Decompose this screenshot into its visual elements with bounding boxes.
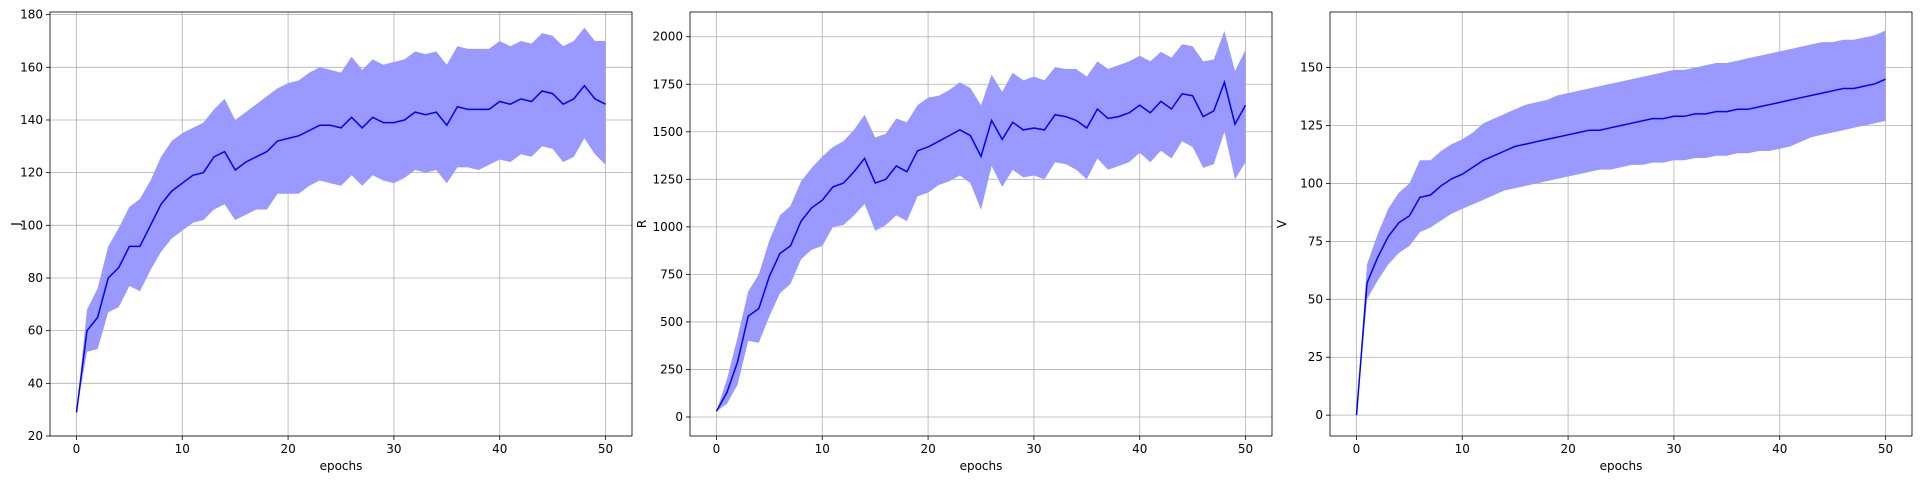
confidence-band xyxy=(76,27,606,413)
y-tick-label: 20 xyxy=(28,429,43,443)
axes-frame xyxy=(49,11,633,437)
series-line xyxy=(1355,78,1886,416)
x-tick-label: 20 xyxy=(920,442,935,456)
x-tick-label: 40 xyxy=(1772,442,1787,456)
y-tick-label: 160 xyxy=(20,60,43,74)
y-tick-label: 75 xyxy=(1308,234,1323,248)
confidence-band xyxy=(1356,30,1886,416)
y-tick-label: 40 xyxy=(28,376,43,390)
x-tick-label: 30 xyxy=(1666,442,1681,456)
x-tick-label: 40 xyxy=(492,442,507,456)
y-tick-label: 100 xyxy=(20,218,43,232)
x-tick-label: 10 xyxy=(815,442,830,456)
y-tick-label: 0 xyxy=(675,410,683,424)
y-tick-label: 1250 xyxy=(652,172,683,186)
x-tick-label: 50 xyxy=(1238,442,1253,456)
y-tick-label: 1000 xyxy=(652,220,683,234)
x-tick-label: 30 xyxy=(1026,442,1041,456)
y-tick-label: 50 xyxy=(1308,292,1323,306)
chart-panel-v: 0 10 20 30 40 50 0 25 50 75 100 125 150 epochs V xyxy=(1275,11,1913,473)
x-tick-label: 0 xyxy=(1353,442,1361,456)
y-tick-label: 125 xyxy=(1300,119,1323,133)
x-tick-label: 0 xyxy=(73,442,81,456)
x-tick-label: 0 xyxy=(713,442,721,456)
axes-frame xyxy=(1329,11,1913,437)
y-axis-label: J xyxy=(9,222,23,227)
y-axis-label: V xyxy=(1275,219,1289,228)
y-tick-label: 500 xyxy=(660,315,683,329)
x-axis-label: epochs xyxy=(960,459,1003,473)
chart-panel-r: 0 10 20 30 40 5002505007501000125015001750200… xyxy=(635,11,1273,473)
x-axis-label: epochs xyxy=(1600,459,1643,473)
x-tick-label: 30 xyxy=(386,442,401,456)
x-tick-label: 50 xyxy=(1878,442,1893,456)
series-line xyxy=(75,84,606,413)
y-tick-label: 80 xyxy=(28,271,43,285)
chart-panel-j: 0 10 20 30 40 50 20 40 60 80 100 120 140 160 180 epochs… xyxy=(9,8,633,473)
y-tick-label: 1750 xyxy=(652,77,683,91)
y-tick-label: 750 xyxy=(660,267,683,281)
y-tick-label: 60 xyxy=(28,324,43,338)
x-tick-label: 20 xyxy=(1560,442,1575,456)
y-tick-label: 180 xyxy=(20,8,43,22)
axes-frame xyxy=(689,11,1273,437)
y-tick-label: 120 xyxy=(20,166,43,180)
y-tick-label: 140 xyxy=(20,113,43,127)
y-tick-label: 0 xyxy=(1315,408,1323,422)
y-axis-label: R xyxy=(635,220,649,228)
x-tick-label: 50 xyxy=(598,442,613,456)
y-tick-label: 150 xyxy=(1300,61,1323,75)
x-tick-label: 40 xyxy=(1132,442,1147,456)
x-tick-label: 10 xyxy=(175,442,190,456)
y-tick-label: 25 xyxy=(1308,350,1323,364)
y-tick-label: 100 xyxy=(1300,176,1323,190)
y-tick-label: 1500 xyxy=(652,125,683,139)
x-tick-label: 20 xyxy=(280,442,295,456)
series-line xyxy=(715,79,1247,412)
y-tick-label: 2000 xyxy=(652,30,683,44)
x-axis-label: epochs xyxy=(320,459,363,473)
x-tick-label: 10 xyxy=(1455,442,1470,456)
confidence-band xyxy=(716,31,1246,412)
y-tick-label: 250 xyxy=(660,362,683,376)
